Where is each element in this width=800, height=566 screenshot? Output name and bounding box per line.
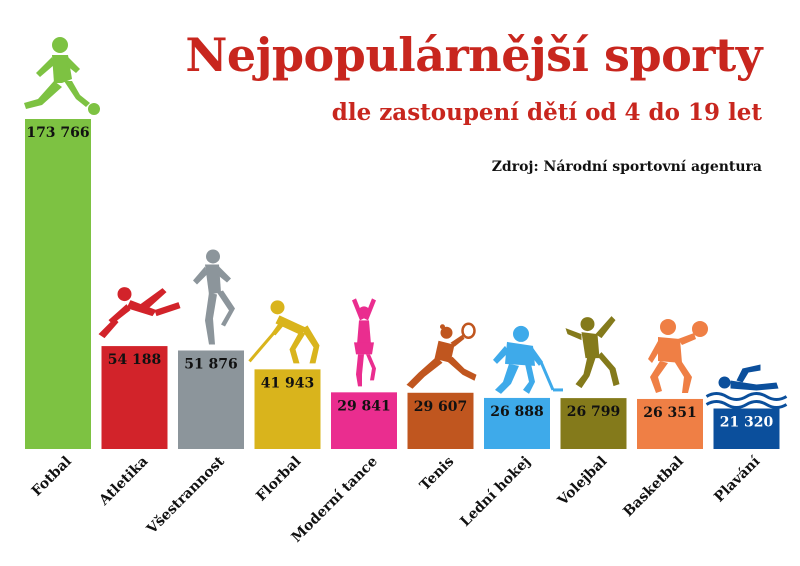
bar-hockey-player — [484, 397, 550, 449]
swimmer-icon — [705, 364, 788, 410]
hurdler-icon — [98, 287, 181, 339]
floorball-player-icon — [248, 300, 320, 364]
value-label: 26 799 — [567, 404, 621, 420]
tennis-player-icon — [406, 322, 477, 389]
value-label: 41 943 — [261, 375, 315, 391]
bar-soccer-player — [25, 119, 91, 449]
category-label: Tenis — [417, 453, 457, 493]
category-label: Plavání — [711, 453, 764, 506]
bar-tennis-player — [407, 392, 474, 449]
bar-basketball-player — [637, 398, 703, 449]
gymnast-icon — [193, 249, 235, 345]
value-label: 29 607 — [414, 399, 468, 415]
bar-floorball-player — [254, 369, 321, 449]
value-label: 54 188 — [108, 352, 162, 368]
category-label: Všestrannost — [143, 453, 228, 538]
dancer-icon — [352, 298, 376, 387]
category-label: Moderní tance — [289, 453, 381, 545]
chart-subtitle: dle zastoupení dětí od 4 do 19 let — [331, 99, 762, 126]
bar-volleyball-player — [560, 398, 627, 449]
value-label: 173 766 — [26, 125, 89, 141]
value-label: 29 841 — [337, 398, 391, 414]
category-label: Florbal — [253, 454, 304, 505]
category-label: Atletika — [96, 454, 152, 510]
hockey-player-icon — [493, 325, 563, 394]
value-label: 26 351 — [643, 405, 697, 421]
soccer-player-icon — [24, 37, 100, 115]
volleyball-player-icon — [565, 316, 620, 389]
basketball-player-icon — [648, 318, 708, 393]
value-label: 21 320 — [720, 415, 774, 431]
value-label: 51 876 — [184, 356, 238, 372]
category-label: Fotbal — [29, 454, 75, 500]
chart-title: Nejpopulárnější sporty — [185, 28, 762, 82]
category-label: Volejbal — [554, 454, 610, 510]
category-label: Basketbal — [620, 454, 687, 521]
bar-gymnast — [178, 350, 244, 449]
value-label: 26 888 — [490, 404, 544, 420]
bar-hurdler — [101, 346, 168, 449]
bar-swimmer — [713, 408, 780, 449]
chart-source: Zdroj: Národní sportovní agentura — [491, 159, 762, 175]
bar-dancer — [331, 392, 397, 449]
category-label: Lední hokej — [457, 454, 533, 530]
